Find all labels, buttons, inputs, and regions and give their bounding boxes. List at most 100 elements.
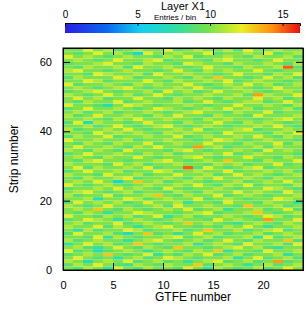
cell bbox=[133, 235, 143, 238]
cell bbox=[113, 83, 123, 86]
cell bbox=[263, 190, 273, 193]
cell bbox=[173, 79, 183, 82]
cell bbox=[193, 176, 203, 179]
cell bbox=[253, 121, 263, 124]
cell bbox=[213, 131, 223, 134]
cell bbox=[193, 138, 203, 141]
cell bbox=[223, 72, 233, 75]
cell bbox=[83, 76, 93, 79]
cell bbox=[63, 208, 73, 211]
cell bbox=[113, 104, 123, 107]
cell bbox=[253, 253, 263, 256]
cell bbox=[153, 263, 163, 266]
cell bbox=[133, 232, 143, 235]
axis-line bbox=[66, 24, 301, 27]
cell bbox=[223, 221, 233, 224]
cell bbox=[213, 121, 223, 124]
cell bbox=[253, 97, 263, 100]
cell bbox=[273, 267, 283, 270]
cell bbox=[103, 104, 113, 107]
cell bbox=[203, 79, 213, 82]
axis: 0204060 bbox=[40, 49, 70, 277]
cell bbox=[173, 93, 183, 96]
cell bbox=[293, 263, 303, 266]
cell bbox=[113, 79, 123, 82]
cell bbox=[93, 58, 103, 61]
cell bbox=[293, 110, 303, 113]
cell bbox=[263, 58, 273, 61]
cell bbox=[273, 114, 283, 117]
cell bbox=[223, 197, 233, 200]
cell bbox=[263, 249, 273, 252]
cell bbox=[173, 173, 183, 176]
cell bbox=[153, 235, 163, 238]
cell bbox=[183, 138, 193, 141]
cell bbox=[173, 246, 183, 249]
x-axis-title: GTFE number bbox=[155, 290, 231, 304]
cell bbox=[93, 79, 103, 82]
cell bbox=[253, 107, 263, 110]
cell bbox=[203, 142, 213, 145]
cell bbox=[73, 197, 83, 200]
tick-label: 5 bbox=[110, 279, 116, 291]
cell bbox=[173, 110, 183, 113]
cell bbox=[173, 159, 183, 162]
cell bbox=[153, 124, 163, 127]
cell bbox=[293, 267, 303, 270]
cell bbox=[263, 145, 273, 148]
cell bbox=[293, 256, 303, 259]
cell bbox=[83, 267, 93, 270]
cell bbox=[73, 201, 83, 204]
cell bbox=[203, 124, 213, 127]
cell bbox=[123, 228, 133, 231]
cell bbox=[153, 249, 163, 252]
cell bbox=[163, 114, 173, 117]
cell bbox=[213, 197, 223, 200]
cell bbox=[193, 208, 203, 211]
cell bbox=[63, 260, 73, 263]
cell bbox=[283, 110, 293, 113]
cell bbox=[143, 79, 153, 82]
cell bbox=[283, 221, 293, 224]
tick: 0 bbox=[63, 9, 69, 26]
cell bbox=[203, 166, 213, 169]
cell bbox=[123, 256, 133, 259]
cell bbox=[93, 235, 103, 238]
tick bbox=[296, 270, 303, 271]
cell bbox=[273, 246, 283, 249]
cell bbox=[223, 215, 233, 218]
cell bbox=[63, 246, 73, 249]
cell bbox=[83, 152, 93, 155]
cell bbox=[203, 201, 213, 204]
cell bbox=[263, 107, 273, 110]
cell bbox=[233, 117, 243, 120]
cell bbox=[83, 201, 93, 204]
cell bbox=[213, 239, 223, 242]
cell bbox=[103, 128, 113, 131]
cell bbox=[263, 149, 273, 152]
cell bbox=[153, 145, 163, 148]
cell bbox=[173, 176, 183, 179]
cell bbox=[243, 100, 253, 103]
tick-mark bbox=[113, 263, 114, 270]
cell bbox=[63, 104, 73, 107]
cell bbox=[73, 117, 83, 120]
cell bbox=[163, 69, 173, 72]
cell bbox=[83, 180, 93, 183]
cell bbox=[293, 156, 303, 159]
cell bbox=[253, 110, 263, 113]
cell bbox=[233, 249, 243, 252]
cell bbox=[213, 93, 223, 96]
cell bbox=[163, 138, 173, 141]
cell bbox=[293, 187, 303, 190]
cell bbox=[233, 232, 243, 235]
cell bbox=[133, 138, 143, 141]
cell bbox=[183, 69, 193, 72]
cell bbox=[93, 173, 103, 176]
cell bbox=[83, 215, 93, 218]
cell bbox=[103, 69, 113, 72]
cell bbox=[113, 114, 123, 117]
cell bbox=[183, 228, 193, 231]
cell bbox=[223, 131, 233, 134]
cell bbox=[113, 135, 123, 138]
